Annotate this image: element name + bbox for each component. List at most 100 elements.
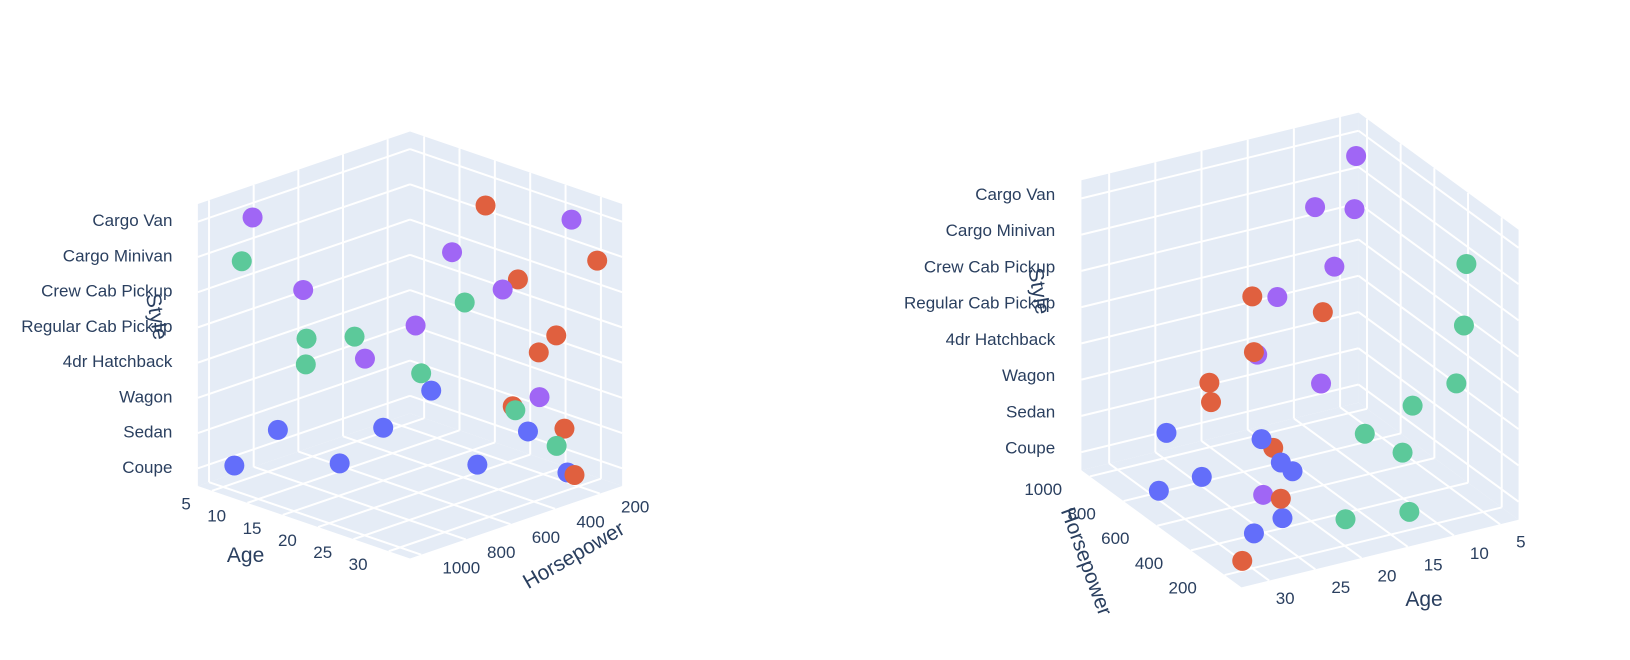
z-tick-label: Wagon: [1002, 366, 1055, 385]
y-tick-label: 800: [1067, 505, 1095, 524]
grid-line: [253, 465, 467, 541]
point: [296, 328, 317, 349]
point: [546, 325, 567, 346]
grid-line: [409, 253, 623, 329]
y-tick-label: 200: [1169, 579, 1197, 598]
x-axis-title: Age: [227, 544, 264, 567]
x-tick-label: 25: [313, 543, 332, 562]
z-tick-label: Cargo Van: [975, 185, 1055, 204]
grid-line: [1357, 347, 1520, 467]
grid-line: [1357, 129, 1520, 249]
point: [1312, 302, 1333, 323]
x-tick-label: 15: [243, 519, 262, 538]
grid-line: [1190, 481, 1469, 552]
y-tick-label: 800: [487, 543, 515, 562]
grid-line: [317, 453, 531, 529]
y-tick-label: 200: [621, 497, 649, 516]
point: [1305, 197, 1326, 218]
x-tick-label: 15: [1424, 555, 1443, 574]
point: [442, 242, 463, 263]
x-tick-label: 10: [207, 507, 226, 526]
point: [507, 269, 528, 290]
y-tick-label: 600: [1101, 529, 1129, 548]
point: [454, 292, 475, 313]
y-tick-label: 1000: [442, 558, 480, 577]
point: [505, 400, 526, 421]
grid-line: [1089, 407, 1368, 478]
point: [1199, 372, 1220, 393]
point: [242, 207, 263, 228]
point: [1191, 466, 1212, 487]
point: [295, 354, 316, 375]
grid-line: [1357, 274, 1520, 394]
point: [1253, 484, 1274, 505]
grid-line: [1156, 457, 1435, 527]
point: [587, 250, 608, 271]
point: [1346, 146, 1367, 167]
point: [1402, 395, 1423, 416]
grid-line: [197, 218, 411, 294]
z-tick-label: Wagon: [119, 387, 172, 406]
pane-wall: [1081, 112, 1359, 471]
pane-wall: [1358, 112, 1519, 520]
point: [1243, 523, 1264, 544]
grid-line: [1081, 347, 1359, 417]
z-tick-label: 4dr Hatchback: [63, 352, 173, 371]
grid-line: [409, 359, 623, 435]
point: [546, 435, 567, 456]
point: [564, 464, 585, 485]
point: [293, 279, 314, 300]
point: [1354, 423, 1375, 444]
x-tick-label: 30: [1276, 589, 1295, 608]
point: [329, 453, 350, 474]
point: [1399, 501, 1420, 522]
point: [1311, 373, 1332, 394]
grid-line: [282, 441, 496, 516]
point: [492, 279, 513, 300]
point: [1270, 452, 1291, 473]
z-tick-label: Coupe: [122, 458, 172, 477]
y-tick-label: 400: [576, 513, 604, 532]
x-tick-label: 5: [181, 495, 190, 514]
z-tick-label: 4dr Hatchback: [946, 330, 1056, 349]
z-tick-label: Coupe: [1005, 439, 1055, 458]
point: [475, 195, 496, 216]
z-tick-label: Cargo Minivan: [946, 221, 1056, 240]
point: [467, 454, 488, 475]
point: [1242, 286, 1263, 307]
x-tick-label: 5: [1516, 533, 1525, 552]
grid-line: [1123, 432, 1401, 503]
grid-line: [247, 429, 460, 504]
point: [561, 209, 582, 230]
x-tick-label: 20: [1378, 567, 1397, 586]
point: [554, 418, 575, 439]
z-tick-label: Regular Cab Pickup: [904, 294, 1055, 313]
grid-line: [409, 148, 623, 223]
grid-line: [1357, 383, 1520, 503]
y-tick-label: 400: [1135, 554, 1163, 573]
grid-line: [353, 465, 566, 541]
grid-line: [197, 359, 411, 435]
point: [1270, 488, 1291, 509]
y-tick-label: 600: [532, 528, 560, 547]
x-tick-label: 20: [278, 531, 297, 550]
grid-line: [208, 481, 422, 556]
grid-line: [388, 477, 602, 553]
z-tick-label: Crew Cab Pickup: [924, 257, 1055, 276]
grid-line: [409, 324, 623, 399]
grid-line: [409, 289, 623, 364]
point: [224, 455, 245, 476]
grid-line: [342, 435, 556, 510]
point: [1453, 315, 1474, 336]
grid-line: [409, 218, 623, 294]
point: [517, 421, 538, 442]
point: [1232, 550, 1253, 571]
point: [1344, 199, 1365, 220]
x-tick-label: 25: [1331, 578, 1350, 597]
grid-line: [409, 183, 623, 258]
point: [1272, 508, 1293, 529]
point: [1201, 392, 1222, 413]
grid-line: [1081, 274, 1359, 345]
z-tick-label: Cargo Van: [92, 211, 172, 230]
point: [1456, 253, 1477, 274]
